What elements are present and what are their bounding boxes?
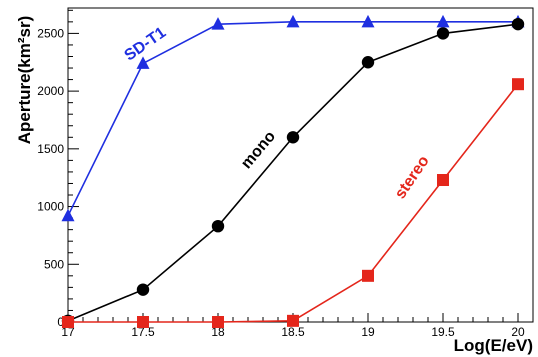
y-axis-title: Aperture(km²sr) [15,16,34,144]
x-tick-label: 19.5 [431,325,455,339]
y-tick-label: 500 [44,257,64,271]
data-point-stereo [62,316,74,328]
data-point-mono [361,56,375,69]
y-tick-label: 2000 [37,84,64,98]
data-point-sd-t1 [361,14,375,28]
data-point-sd-t1 [61,208,75,222]
series-layer [61,14,525,328]
data-point-stereo [137,316,149,328]
x-tick-label: 17 [61,325,75,339]
data-point-mono [136,283,150,296]
y-tick-label: 2500 [37,26,64,40]
data-point-stereo [512,78,524,91]
data-point-mono [211,219,225,233]
y-tick-label: 1500 [37,142,64,156]
data-point-sd-t1 [286,14,300,28]
data-point-mono [436,27,450,40]
data-point-sd-t1 [211,17,225,30]
tick-labels: 17 17.5 18 18.5 19 19.5 20 0 500 1000 1500 2000 2500 [37,26,525,339]
x-tick-label: 17.5 [131,325,155,339]
data-point-mono [286,131,300,144]
series-label-sd-t1: SD-T1 [122,24,170,64]
x-tick-label: 20 [511,325,525,339]
x-tick-label: 19 [361,325,375,339]
x-tick-label: 18.5 [281,325,305,339]
data-point-sd-t1 [436,14,450,28]
x-tick-label: 18 [211,325,225,339]
x-axis-title: Log(E/eV) [454,336,533,355]
series-line-mono [67,23,519,322]
data-point-mono [511,17,525,31]
data-point-sd-t1 [136,56,150,69]
data-point-stereo [212,316,224,328]
plot-frame [67,7,534,323]
series-label-stereo: stereo [392,153,433,203]
series-line-stereo [68,83,519,323]
series-stereo [62,78,524,328]
data-point-stereo [362,269,374,282]
data-point-stereo [287,314,299,327]
series-label-mono: mono [238,128,279,172]
y-tick-label: 0 [57,315,64,329]
data-point-stereo [437,174,449,187]
y-tick-label: 1000 [37,200,64,214]
